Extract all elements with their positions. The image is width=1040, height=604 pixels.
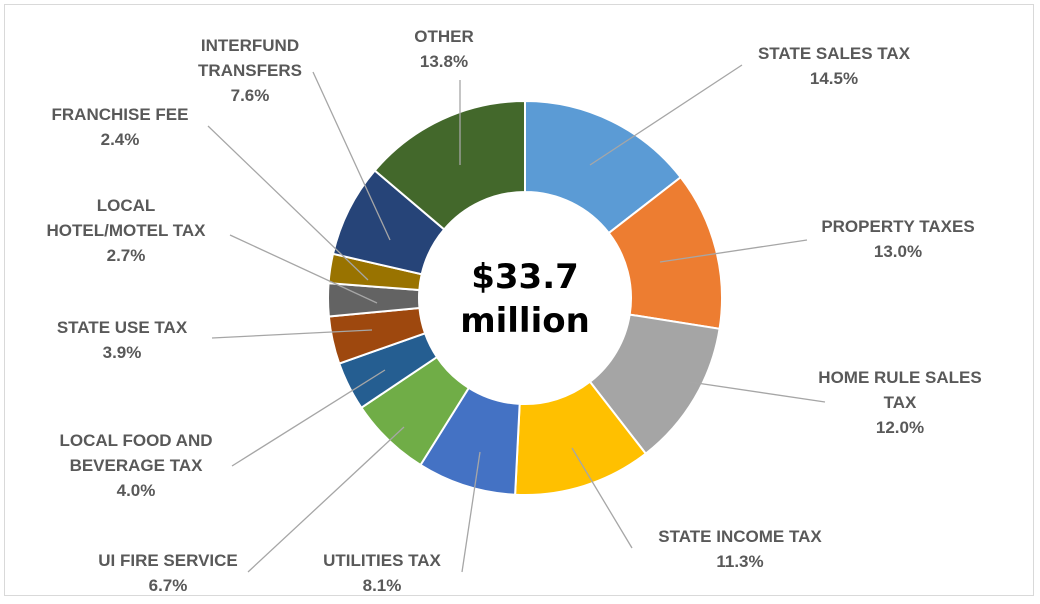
slice-category-label: FRANCHISE FEE <box>52 105 189 124</box>
leader-line <box>659 239 808 263</box>
leader-line <box>229 234 378 304</box>
slice-category-label: LOCAL FOOD AND <box>60 431 213 450</box>
slice-category-label: OTHER <box>414 27 474 46</box>
leader-line <box>461 451 481 573</box>
center-unit-label: million <box>460 301 590 341</box>
slice-value-label: 13.8% <box>420 52 468 71</box>
slice-category-label: HOME RULE SALES <box>818 368 981 387</box>
slice-category-label: LOCAL <box>97 196 156 215</box>
slice-category-label: INTERFUND <box>201 36 299 55</box>
slice-category-label: BEVERAGE TAX <box>70 456 204 475</box>
slice-category-label: STATE INCOME TAX <box>658 527 822 546</box>
slice-value-label: 8.1% <box>363 576 402 595</box>
leader-line <box>211 329 373 339</box>
slice-category-label: TRANSFERS <box>198 61 302 80</box>
slice-labels: STATE SALES TAX 14.5% PROPERTY TAXES 13.0% H… <box>47 27 982 595</box>
donut-hole <box>419 192 631 404</box>
slice-category-label: PROPERTY TAXES <box>821 217 974 236</box>
leader-line <box>247 426 405 573</box>
slice-value-label: 12.0% <box>876 418 924 437</box>
slice-category-label: STATE SALES TAX <box>758 44 911 63</box>
slice-value-label: 3.9% <box>103 343 142 362</box>
chart-frame <box>4 4 1034 596</box>
slice-value-label: 2.4% <box>101 130 140 149</box>
slice-category-label: HOTEL/MOTEL TAX <box>47 221 207 240</box>
slice-value-label: 4.0% <box>117 481 156 500</box>
leader-line <box>312 71 391 241</box>
slice-value-label: 7.6% <box>231 86 270 105</box>
slice-value-label: 6.7% <box>149 576 188 595</box>
center-value-label: $33.7 <box>471 257 579 297</box>
slice-category-label: UI FIRE SERVICE <box>98 551 238 570</box>
leader-line <box>207 125 369 281</box>
leader-line <box>589 64 743 166</box>
slice-value-label: 2.7% <box>107 246 146 265</box>
slice-category-label: UTILITIES TAX <box>323 551 441 570</box>
leader-line <box>231 369 386 467</box>
donut-slices <box>327 99 723 496</box>
leader-line <box>689 381 826 403</box>
leader-line <box>571 447 633 549</box>
slice-category-label: TAX <box>884 393 917 412</box>
slice-value-label: 11.3% <box>716 552 763 571</box>
slice-value-label: 13.0% <box>874 242 922 261</box>
slice-value-label: 14.5% <box>810 69 858 88</box>
leader-lines <box>207 64 826 573</box>
slice-category-label: STATE USE TAX <box>57 318 188 337</box>
